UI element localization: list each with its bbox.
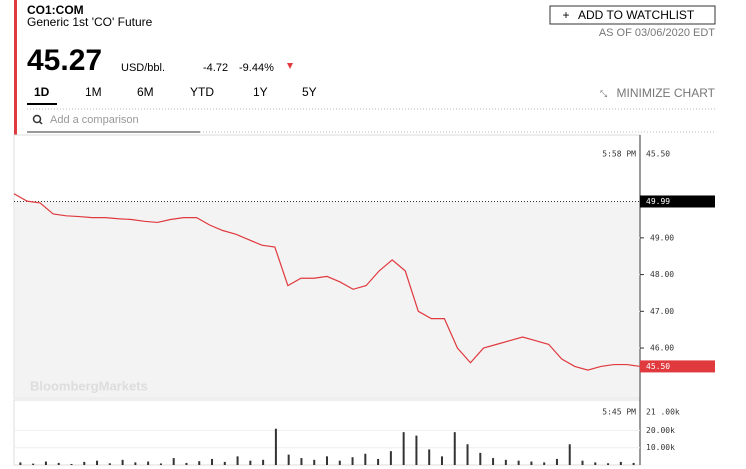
volume-bar	[274, 428, 277, 465]
volume-bar	[300, 458, 303, 465]
change-pct: -9.44%	[239, 62, 274, 74]
search-input[interactable]: Add a comparison	[50, 114, 139, 126]
volume-bar	[440, 456, 443, 465]
volume-bar	[198, 461, 201, 465]
down-arrow	[287, 63, 293, 69]
y-tick-label: 46.00	[650, 344, 674, 353]
volume-bar	[44, 461, 47, 465]
volume-bar	[389, 451, 392, 465]
volume-bar	[262, 459, 265, 465]
instrument-name: Generic 1st 'CO' Future	[27, 15, 153, 29]
tab[interactable]: YTD	[190, 85, 214, 99]
tabs: 1D 1M 6M YTD 1Y 5Y	[34, 85, 317, 99]
volume-bar	[428, 449, 431, 465]
volume-bar	[568, 444, 571, 465]
volume-bar	[338, 460, 341, 465]
search-icon	[32, 114, 42, 124]
reference-label-bg	[640, 195, 715, 208]
tab[interactable]: 1D	[34, 85, 50, 99]
volume-bar	[543, 462, 546, 465]
volume-bar	[249, 460, 252, 465]
tab[interactable]: 6M	[137, 85, 154, 99]
volume-bar	[172, 458, 175, 465]
as-of: AS OF 03/06/2020 EDT	[599, 27, 715, 39]
volume-bar	[211, 458, 214, 465]
change: -4.72	[203, 62, 228, 74]
volume-bar	[313, 459, 316, 465]
price: 45.27	[27, 44, 102, 77]
accent-bar	[14, 0, 17, 186]
price-unit: USD/bbl.	[121, 62, 165, 74]
volume-bar	[236, 456, 239, 465]
volume-bar	[147, 461, 150, 465]
minimize-icon: ⤡	[600, 88, 607, 98]
y-tick-label: 10.00k	[646, 443, 675, 452]
watchlist-label[interactable]: ADD TO WATCHLIST	[578, 8, 695, 22]
volume-bar	[32, 463, 35, 465]
volume-panel	[13, 399, 641, 466]
volume-bar	[492, 458, 495, 465]
top-value-label: 45.50	[646, 150, 670, 159]
volume-bar	[594, 462, 597, 465]
plot: 49.00 48.00 47.00 46.00 49.99 45.50 5:58 PM 45.…	[13, 150, 715, 465]
volume-bar	[108, 463, 111, 465]
volume-bar	[57, 462, 60, 465]
volume-bar	[555, 458, 558, 465]
last-label-bg	[640, 360, 715, 373]
volume-bar	[453, 432, 456, 465]
ticker: CO1:COM	[27, 3, 84, 17]
volume-bar	[96, 460, 99, 465]
tab[interactable]: 5Y	[302, 85, 317, 99]
volume-bar	[223, 461, 226, 465]
y-tick-label: 47.00	[650, 307, 674, 316]
time-label: 5:45 PM	[602, 408, 636, 417]
volume-bar	[415, 435, 418, 465]
y-tick-label: 20.00k	[646, 426, 675, 435]
volume-bar	[121, 459, 124, 465]
plus-icon: +	[562, 8, 569, 22]
volume-bar	[159, 463, 162, 465]
search-icon-handle	[38, 120, 43, 125]
top-value-label: 21 .00k	[646, 408, 680, 417]
volume-bar	[351, 457, 354, 465]
volume-bar	[619, 461, 622, 465]
watchlist-button[interactable]	[549, 5, 716, 25]
volume-bar	[83, 461, 86, 465]
volume-bar	[70, 463, 73, 465]
time-label: 5:58 PM	[602, 150, 636, 159]
volume-bar	[479, 452, 482, 465]
volume-bar	[607, 463, 610, 465]
tab[interactable]: 1Y	[253, 85, 268, 99]
volume-bar	[517, 460, 520, 465]
volume-bar	[466, 444, 469, 465]
last-label: 45.50	[646, 362, 670, 371]
y-tick-label: 49.00	[650, 233, 674, 242]
volume-bar	[287, 454, 290, 465]
volume-bar	[134, 462, 137, 465]
reference-label: 49.99	[646, 197, 670, 206]
minimize-chart[interactable]: MINIMIZE CHART	[617, 86, 716, 100]
volume-bar	[632, 462, 635, 465]
tab[interactable]: 1M	[85, 85, 102, 99]
volume-bar	[19, 462, 22, 465]
volume-bar	[530, 461, 533, 465]
volume-bar	[504, 459, 507, 465]
volume-bar	[402, 432, 405, 465]
watermark: BloombergMarkets	[30, 378, 148, 393]
volume-bar	[581, 460, 584, 465]
volume-bar	[326, 456, 328, 465]
volume-bar	[377, 458, 380, 465]
price-line	[13, 193, 641, 371]
volume-bar	[364, 453, 367, 465]
volume-bar	[185, 462, 188, 465]
y-tick-label: 48.00	[650, 270, 674, 279]
below-reference-shade	[15, 201, 639, 397]
